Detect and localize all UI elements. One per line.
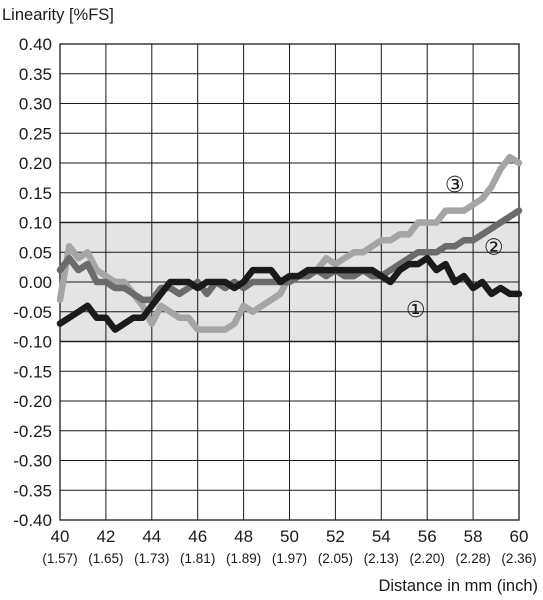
x-tick-label: 48 xyxy=(234,527,253,546)
series-marker-3: ③ xyxy=(445,172,465,197)
y-tick-label: 0.40 xyxy=(19,35,52,54)
series-line-1 xyxy=(56,254,523,333)
y-tick-label: 0.30 xyxy=(19,95,52,114)
series-line-2 xyxy=(56,207,523,304)
x-tick-label: 56 xyxy=(418,527,437,546)
x-inch-label: (2.05) xyxy=(318,551,353,566)
y-tick-label: -0.25 xyxy=(13,422,52,441)
x-tick-label: 58 xyxy=(464,527,483,546)
x-inch-label: (1.97) xyxy=(272,551,307,566)
y-tick-label: 0.00 xyxy=(19,273,52,292)
x-inch-label: (1.65) xyxy=(88,551,123,566)
y-tick-label: -0.30 xyxy=(13,452,52,471)
y-tick-label: 0.20 xyxy=(19,154,52,173)
y-tick-label: 0.05 xyxy=(19,243,52,262)
x-tick-label: 42 xyxy=(96,527,115,546)
x-inch-label: (1.89) xyxy=(226,551,261,566)
x-inch-label: (2.20) xyxy=(410,551,445,566)
x-tick-labels: 40 (1.57) 42 (1.65) 44 (1.73) 46 (1.81) 48 (1.89)… xyxy=(42,527,536,566)
y-tick-labels: 0.40 0.35 0.30 0.25 0.20 0.15 0.10 0.05 0.00 -0.0… xyxy=(13,35,52,530)
x-inch-label: (2.36) xyxy=(501,551,536,566)
series-lines xyxy=(56,153,523,333)
x-tick-label: 40 xyxy=(51,527,70,546)
y-tick-label: 0.15 xyxy=(19,184,52,203)
x-tick-label: 52 xyxy=(326,527,345,546)
x-tick-label: 50 xyxy=(280,527,299,546)
x-inch-label: (1.57) xyxy=(42,551,77,566)
x-tick-label: 46 xyxy=(188,527,207,546)
y-tick-label: 0.35 xyxy=(19,65,52,84)
series-markers: ① ② ③ xyxy=(406,172,504,322)
y-tick-label: -0.40 xyxy=(13,511,52,530)
x-tick-label: 60 xyxy=(510,527,529,546)
x-inch-label: (1.73) xyxy=(134,551,169,566)
x-tick-label: 44 xyxy=(142,527,161,546)
x-inch-label: (2.13) xyxy=(364,551,399,566)
y-tick-label: -0.10 xyxy=(13,333,52,352)
x-axis-title: Distance in mm (inch) xyxy=(378,577,538,595)
y-tick-label: 0.25 xyxy=(19,124,52,143)
series-marker-2: ② xyxy=(484,234,504,259)
y-axis-title: Linearity [%FS] xyxy=(2,6,114,24)
series-marker-1: ① xyxy=(406,297,426,322)
y-tick-label: -0.20 xyxy=(13,392,52,411)
x-inch-label: (1.81) xyxy=(180,551,215,566)
y-tick-label: -0.05 xyxy=(13,303,52,322)
y-tick-label: -0.15 xyxy=(13,362,52,381)
y-tick-label: -0.35 xyxy=(13,481,52,500)
x-tick-label: 54 xyxy=(372,527,391,546)
x-inch-label: (2.28) xyxy=(455,551,490,566)
y-tick-label: 0.10 xyxy=(19,214,52,233)
